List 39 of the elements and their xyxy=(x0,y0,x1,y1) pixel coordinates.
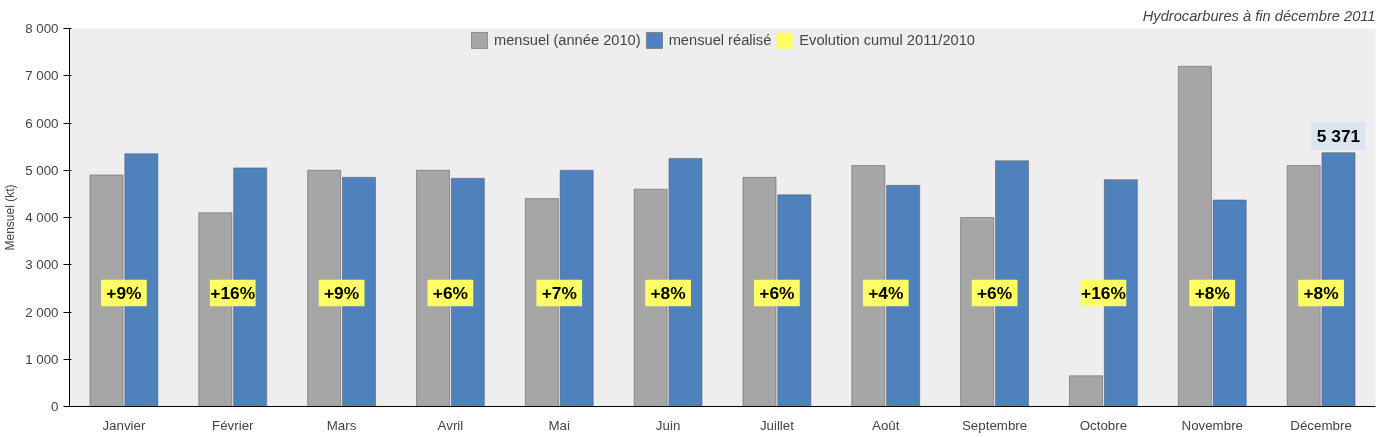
text: +6% xyxy=(977,283,1013,304)
y-tick-label: 6 000 xyxy=(25,115,59,131)
y-tick-label: 7 000 xyxy=(25,68,59,84)
text: +8% xyxy=(1303,283,1339,304)
legend-label: Evolution cumul 2011/2010 xyxy=(799,32,976,48)
text: +6% xyxy=(759,283,795,304)
y-tick-label: 5 000 xyxy=(25,162,59,178)
y-axis-title: Mensuel (kt) xyxy=(3,184,18,251)
x-tick-label: Décembre xyxy=(1290,417,1352,433)
text: +9% xyxy=(324,283,360,304)
x-tick-label: Juillet xyxy=(759,417,795,433)
x-tick-label: Novembre xyxy=(1181,417,1243,433)
data-label: 5 371 xyxy=(1316,125,1361,146)
text: +8% xyxy=(1194,283,1230,304)
x-tick-label: Octobre xyxy=(1079,417,1128,433)
x-tick-label: Mars xyxy=(326,417,357,433)
text: +8% xyxy=(650,283,686,304)
text: +16% xyxy=(1081,283,1126,304)
x-tick-label: Février xyxy=(212,417,255,433)
y-tick-label: 8 000 xyxy=(25,21,59,36)
y-tick-label: 0 xyxy=(51,399,59,414)
x-tick-label: Avril xyxy=(437,417,464,433)
x-tick-label: Janvier xyxy=(102,417,146,433)
x-tick-label: Août xyxy=(872,417,900,433)
text: +9% xyxy=(106,283,142,304)
text: +7% xyxy=(541,283,577,304)
x-tick-label: Mai xyxy=(548,417,571,433)
text: +6% xyxy=(432,283,469,304)
y-tick-label: 1 000 xyxy=(25,351,59,367)
legend-label: mensuel réalisé xyxy=(668,32,772,48)
x-tick-label: Juin xyxy=(655,417,681,433)
y-tick-label: 4 000 xyxy=(25,210,59,225)
y-tick-label: 2 000 xyxy=(25,304,59,320)
legend-label: mensuel (année 2010) xyxy=(493,32,641,48)
chart-title: Hydrocarbures à fin décembre 2011 xyxy=(1142,7,1376,24)
y-tick-label: 3 000 xyxy=(25,257,59,273)
text: +4% xyxy=(868,283,904,304)
x-tick-label: Septembre xyxy=(961,417,1028,433)
text: +16% xyxy=(210,283,256,304)
